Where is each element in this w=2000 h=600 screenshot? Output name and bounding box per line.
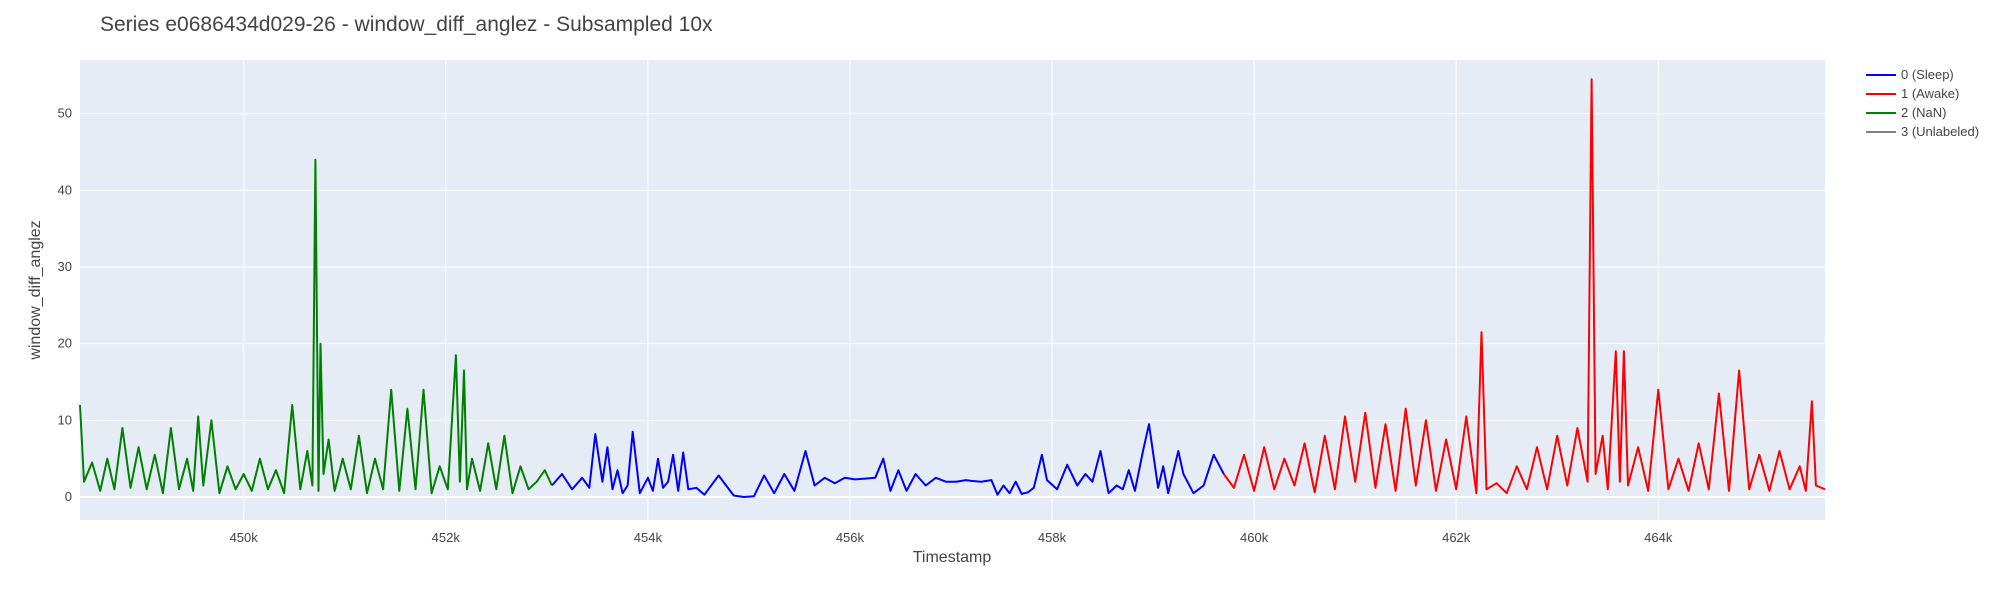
- x-tick-label: 458k: [1038, 530, 1067, 545]
- legend-label: 0 (Sleep): [1901, 67, 1954, 82]
- x-tick-label: 464k: [1644, 530, 1673, 545]
- legend[interactable]: 0 (Sleep) 1 (Awake) 2 (NaN) 3 (Unlabeled): [1866, 67, 1979, 139]
- y-axis-title: window_diff_anglez: [27, 220, 44, 360]
- x-axis-ticks: 450k 452k 454k 456k 458k 460k 462k 464k: [230, 530, 1673, 545]
- x-tick-label: 454k: [634, 530, 663, 545]
- y-tick-label: 40: [58, 182, 72, 197]
- series-layer: [79, 78, 1826, 498]
- series-line-2-nan[interactable]: [79, 158, 553, 495]
- y-tick-label: 10: [58, 412, 72, 427]
- y-tick-label: 20: [58, 336, 72, 351]
- legend-item[interactable]: 0 (Sleep): [1866, 67, 1954, 82]
- chart-title: Series e0686434d029-26 - window_diff_ang…: [100, 13, 713, 36]
- y-tick-label: 50: [58, 106, 72, 121]
- x-tick-label: 462k: [1442, 530, 1471, 545]
- legend-label: 1 (Awake): [1901, 86, 1959, 101]
- plot-area[interactable]: [80, 60, 1825, 520]
- series-line-1-awake[interactable]: [1222, 78, 1826, 495]
- x-tick-label: 460k: [1240, 530, 1269, 545]
- gridlines: [80, 60, 1825, 520]
- y-tick-label: 30: [58, 259, 72, 274]
- x-tick-label: 456k: [836, 530, 865, 545]
- x-tick-label: 452k: [432, 530, 461, 545]
- legend-item[interactable]: 2 (NaN): [1866, 105, 1947, 120]
- series-line-0-sleep[interactable]: [551, 423, 1225, 498]
- legend-item[interactable]: 3 (Unlabeled): [1866, 124, 1979, 139]
- legend-label: 2 (NaN): [1901, 105, 1947, 120]
- legend-item[interactable]: 1 (Awake): [1866, 86, 1959, 101]
- x-axis-title: Timestamp: [913, 549, 992, 566]
- legend-label: 3 (Unlabeled): [1901, 124, 1979, 139]
- x-tick-label: 450k: [230, 530, 259, 545]
- y-tick-label: 0: [65, 489, 72, 504]
- y-axis-ticks: 0 10 20 30 40 50: [58, 106, 72, 504]
